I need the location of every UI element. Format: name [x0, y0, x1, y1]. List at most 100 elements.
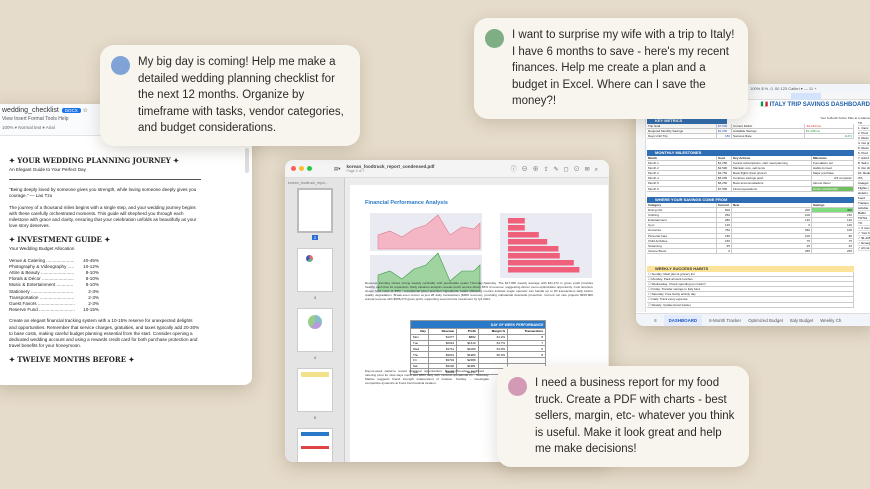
sheet-cell[interactable]: Major purchase: [812, 171, 854, 176]
right-panel-cell[interactable]: 6. Provi: [858, 151, 870, 156]
right-panel-cell[interactable]: ✓ Your b: [858, 231, 870, 236]
sheet-cell[interactable]: 120: [812, 223, 854, 228]
right-panel-cell[interactable]: 9. Cut ch: [858, 166, 870, 171]
sheet-cell[interactable]: Month: [647, 156, 717, 161]
sheet-cell[interactable]: Gym: [647, 223, 717, 228]
sheet-cell[interactable]: $3,750: [717, 171, 732, 176]
sheet-cell[interactable]: 114%: [805, 134, 854, 139]
sheet-cell[interactable]: Current: [717, 203, 732, 208]
sheet-cell[interactable]: $7,500: [717, 186, 732, 191]
sheet-cell[interactable]: Month 5: [647, 181, 717, 186]
sheet-cell[interactable]: Milestone: [812, 156, 854, 161]
right-panel-cell[interactable]: TO: [858, 121, 870, 126]
sheet-toolbar[interactable]: 100% $ % .0 .00 123 Calibri ▾ — 11 +: [636, 84, 870, 93]
sheet-cell[interactable]: $1,250: [717, 161, 732, 166]
sheet-cell[interactable]: 0: [732, 223, 812, 228]
habit-cell[interactable]: ☐ Saturday: Free family activity day: [647, 292, 854, 297]
right-panel-cell[interactable]: Transpo: [858, 201, 870, 206]
sheet-cell[interactable]: $1,435/mo: [805, 129, 854, 134]
docs-toolbar[interactable]: 100% ▾ Normal text ▾ Arial: [2, 125, 55, 130]
sheet-cell[interactable]: Cancel subscriptions, start meal plannin…: [732, 161, 812, 166]
sheet-cell[interactable]: Final preparations: [732, 186, 812, 191]
sheet-cell[interactable]: Month 4: [647, 176, 717, 181]
habit-cell[interactable]: ☐ Wednesday: Check spending (on track?): [647, 282, 854, 287]
sheet-cell[interactable]: $7,500: [717, 124, 732, 129]
right-panel-cell[interactable]: 4. Cut gr: [858, 141, 870, 146]
sheet-cell[interactable]: 75: [732, 238, 812, 243]
habit-cell[interactable]: ☐ Friday: Transfer savings to Italy fund: [647, 287, 854, 292]
sheet-cell[interactable]: Clothing: [647, 213, 717, 218]
sheet-cell[interactable]: 2/3 complete!: [812, 176, 854, 181]
habit-cell[interactable]: ☐ Daily: Track every expense: [647, 297, 854, 302]
sheet-cell[interactable]: Almost there!: [812, 181, 854, 186]
habit-cell[interactable]: ☐ Weekly: Update Excel tracker: [647, 302, 854, 307]
sheet-cell[interactable]: Personal Care: [647, 233, 717, 238]
sheet-cell[interactable]: Habits formed: [812, 166, 854, 171]
right-panel-cell[interactable]: TOTAL: [858, 216, 870, 221]
sheet-cell[interactable]: 140: [732, 218, 812, 223]
minimize-button[interactable]: [299, 166, 304, 171]
sheet-cell[interactable]: 180: [717, 134, 732, 139]
right-panel-cell[interactable]: 1. Canc: [858, 126, 870, 131]
right-panel-cell[interactable]: YO: [858, 221, 870, 226]
sheet-cell[interactable]: -$1,010/mo: [805, 124, 854, 129]
sheet-cell[interactable]: 100: [812, 228, 854, 233]
sheet-cell[interactable]: 40: [812, 243, 854, 248]
sheet-cell[interactable]: GOAL ACHIEVED!: [812, 186, 854, 191]
sheet-tab[interactable]: Optimized Budget: [748, 317, 783, 323]
sheet-cell[interactable]: 0: [717, 248, 732, 253]
habit-cell[interactable]: ☐ Sunday: Meal plan & grocery list: [647, 272, 854, 277]
right-panel-cell[interactable]: 8. Sell u: [858, 161, 870, 166]
sheet-tab[interactable]: Italy Budget: [789, 317, 814, 323]
sheet-cell[interactable]: 265: [812, 248, 854, 253]
sheet-cell[interactable]: Child Activities: [647, 238, 717, 243]
sheet-cell[interactable]: Current Deficit: [732, 124, 805, 129]
sheet-cell[interactable]: 75: [812, 238, 854, 243]
sheet-cell[interactable]: Success Rate: [732, 134, 805, 139]
right-panel-cell[interactable]: Food: [858, 196, 870, 201]
sheet-tab[interactable]: DASHBOARD: [663, 314, 703, 326]
right-panel-cell[interactable]: 5. Redu: [858, 146, 870, 151]
sheet-cell[interactable]: Required Monthly Savings: [647, 129, 717, 134]
sheet-cell[interactable]: New: [732, 203, 812, 208]
scrollbar[interactable]: [245, 148, 249, 173]
sheet-cell[interactable]: 120: [717, 223, 732, 228]
sheet-cell[interactable]: Savings: [812, 203, 854, 208]
pdf-tool-icons[interactable]: ⓘ⊖⊕⇪✎◻⊙✉⌕: [510, 166, 603, 173]
sheet-cell[interactable]: Book accommodations: [732, 181, 812, 186]
sheet-cell[interactable]: 650: [732, 228, 812, 233]
docs-menu-bar[interactable]: View Insert Format Tools Help: [2, 116, 69, 122]
sheet-cell[interactable]: 100: [732, 233, 812, 238]
right-panel-cell[interactable]: Activitie: [858, 206, 870, 211]
sheet-cell[interactable]: 750: [717, 228, 732, 233]
sheet-cell[interactable]: 100: [732, 213, 812, 218]
sheet-cell[interactable]: 150: [812, 213, 854, 218]
sheet-cell[interactable]: 600: [717, 208, 732, 213]
thumbnail-page-5[interactable]: [297, 368, 333, 412]
sheet-cell[interactable]: $5,000: [717, 176, 732, 181]
right-panel-cell[interactable]: ✓ Emerg: [858, 241, 870, 246]
sheet-cell[interactable]: Days Until Trip: [647, 134, 717, 139]
sheet-cell[interactable]: 200: [732, 208, 812, 213]
sheet-cell[interactable]: 265: [732, 248, 812, 253]
right-panel-cell[interactable]: ✓ $1,435: [858, 236, 870, 241]
sheet-cell[interactable]: Continue savings push: [732, 176, 812, 181]
right-panel-cell[interactable]: 7. Add 2: [858, 156, 870, 161]
star-icon[interactable]: ☆: [82, 108, 88, 114]
sheet-cell[interactable]: Dining Out: [647, 208, 717, 213]
right-panel-cell[interactable]: 10. Redu: [858, 171, 870, 176]
sheet-cell[interactable]: Available Savings: [732, 129, 805, 134]
thumbnail-page-4[interactable]: [297, 308, 333, 352]
sheet-cell[interactable]: Income Boost: [647, 248, 717, 253]
sheet-cell[interactable]: Key Actions: [732, 156, 812, 161]
sheet-cell[interactable]: Month 1: [647, 161, 717, 166]
sheet-cell[interactable]: $1,250: [717, 129, 732, 134]
thumbnail-page-3[interactable]: [297, 248, 333, 292]
sheet-cell[interactable]: Category: [647, 203, 717, 208]
sheet-cell[interactable]: 65: [717, 243, 732, 248]
sheet-cell[interactable]: Book flights (best prices!): [732, 171, 812, 176]
sheet-cell[interactable]: 400: [812, 208, 854, 213]
sheet-cell[interactable]: Month 6: [647, 186, 717, 191]
right-panel-cell[interactable]: ✓ All cut: [858, 246, 870, 251]
sheet-cell[interactable]: Goal: [717, 156, 732, 161]
